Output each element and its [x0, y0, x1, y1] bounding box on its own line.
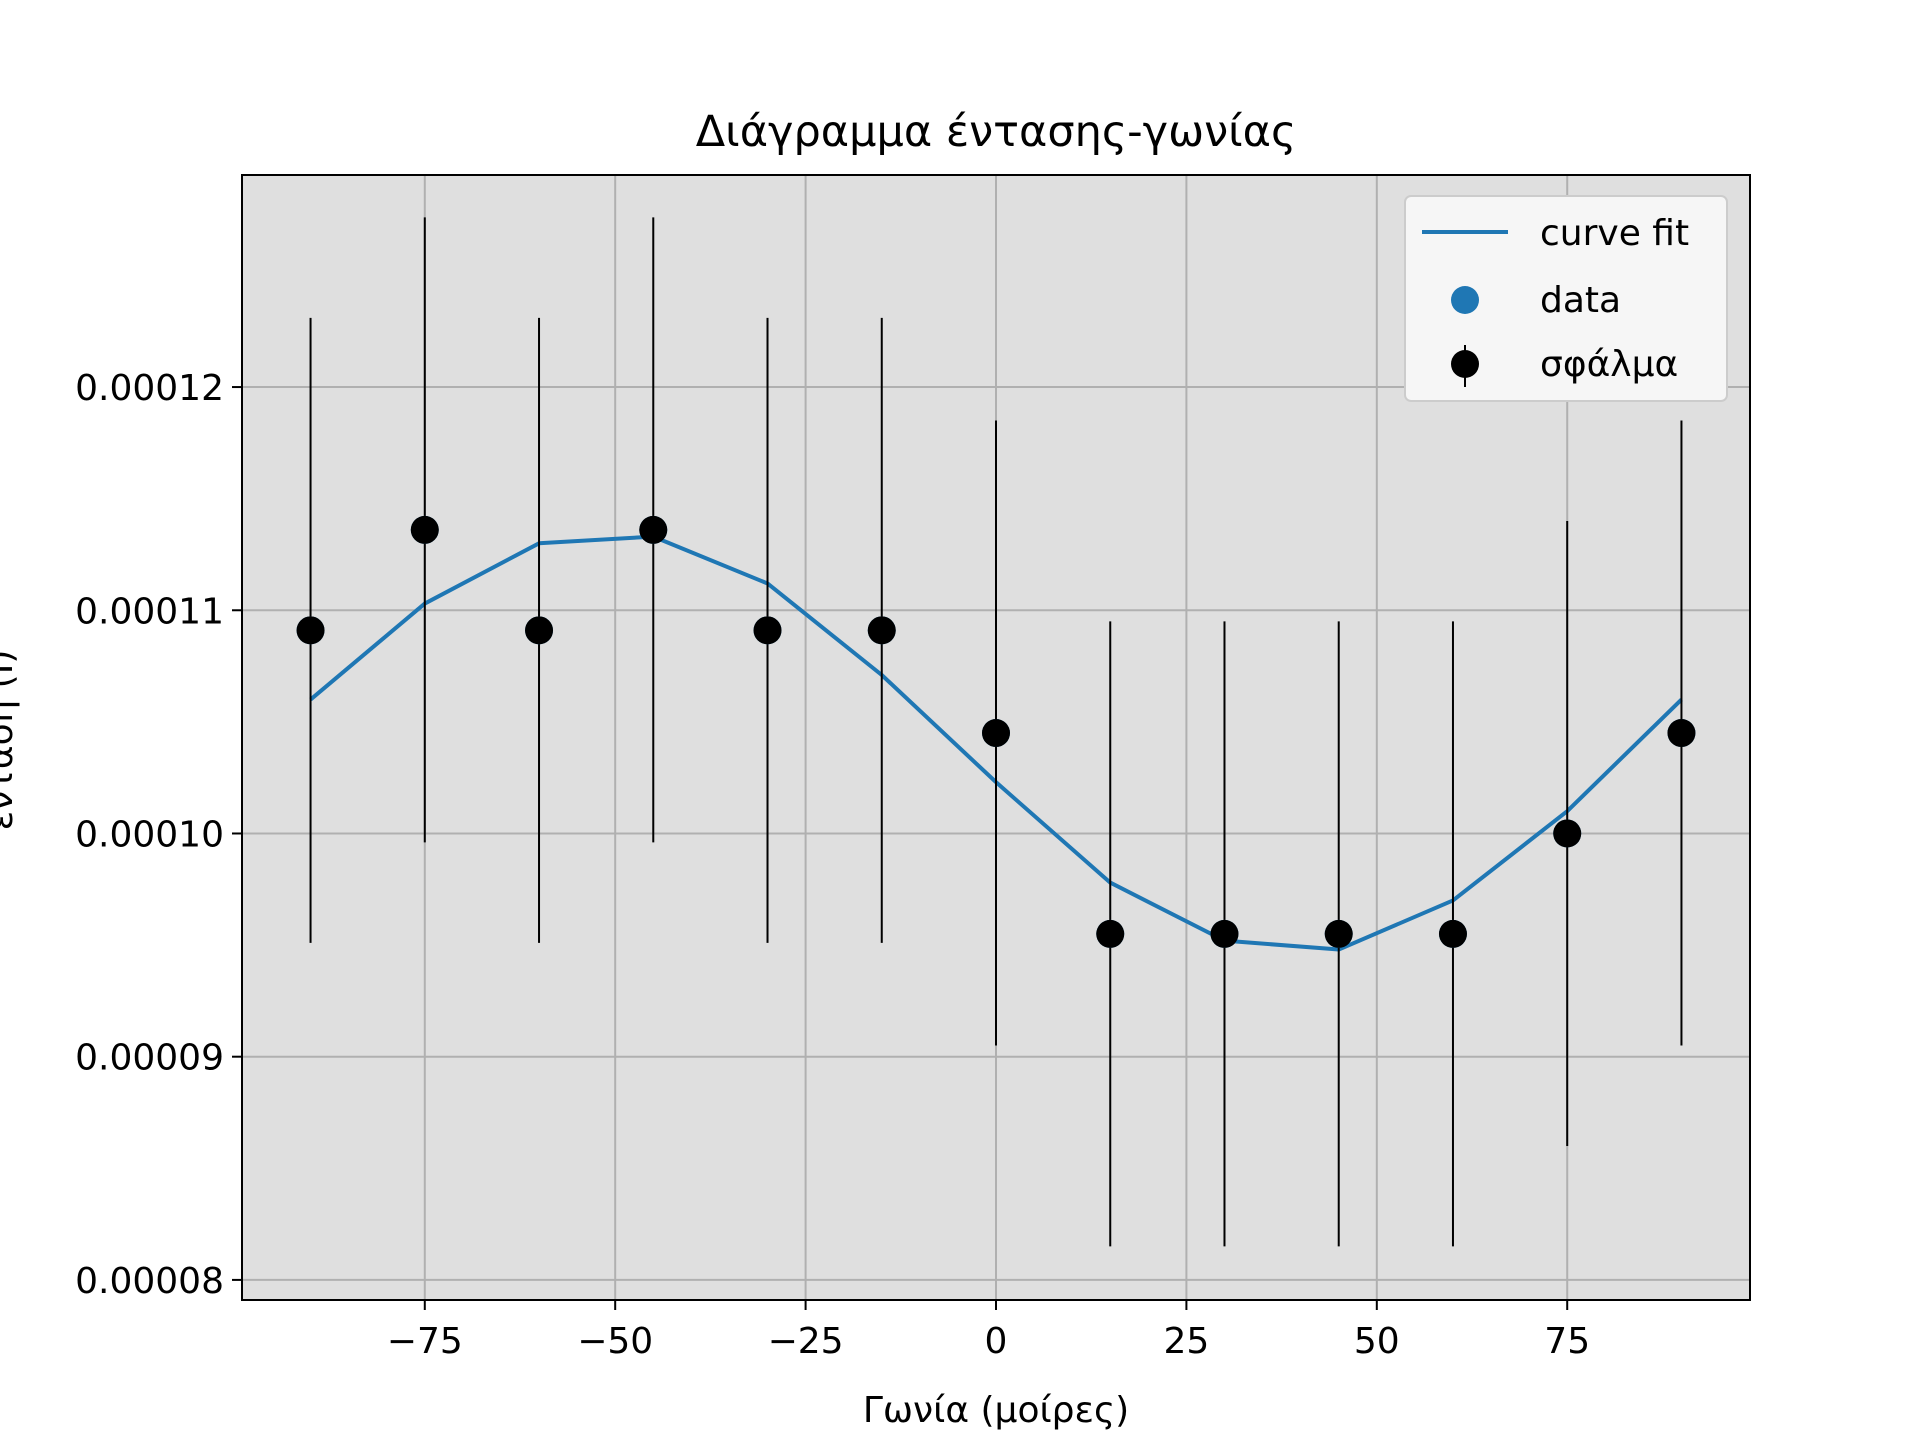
legend-label-curve-fit: curve fit [1540, 213, 1689, 254]
y-tick-label: 0.00010 [75, 814, 224, 855]
y-tick-label: 0.00009 [75, 1038, 224, 1079]
x-axis-ticks: −75 −50 −25 0 25 50 75 [387, 1300, 1590, 1362]
errorbar-marker [639, 515, 668, 544]
errorbar-marker [296, 616, 325, 645]
legend-errorbar-marker [1451, 350, 1479, 378]
x-tick-label: −75 [387, 1321, 463, 1362]
x-tick-label: 25 [1163, 1321, 1209, 1362]
legend-label-data: data [1540, 280, 1621, 321]
errorbar-marker [1096, 919, 1125, 948]
legend-label-error: σφάλμα [1540, 344, 1678, 385]
x-tick-label: 0 [985, 1321, 1008, 1362]
errorbar-marker [525, 616, 554, 645]
x-tick-label: 75 [1544, 1321, 1590, 1362]
y-tick-label: 0.00011 [75, 591, 224, 632]
errorbar-marker [1667, 719, 1696, 748]
errorbar-marker [982, 719, 1010, 748]
errorbar-marker [1553, 819, 1582, 848]
x-tick-label: −25 [768, 1321, 844, 1362]
legend: curve fit data σφάλμα [1404, 195, 1728, 402]
y-tick-label: 0.00008 [75, 1261, 224, 1302]
y-axis-label: ένταση (I) [0, 650, 21, 831]
y-tick-label: 0.00012 [75, 368, 224, 409]
x-tick-label: 50 [1354, 1321, 1400, 1362]
errorbar-marker [867, 616, 896, 645]
x-axis-label: Γωνία (μοίρες) [863, 1390, 1129, 1431]
data-points-layer [296, 515, 1696, 948]
chart-title: Διάγραμμα έντασης-γωνίας [696, 107, 1297, 157]
y-axis-ticks: 0.00008 0.00009 0.00010 0.00011 0.00012 [75, 368, 242, 1302]
errorbar-marker [753, 616, 782, 645]
errorbar-marker [1324, 919, 1353, 948]
errorbar-marker [1210, 919, 1239, 948]
legend-marker-swatch [1451, 286, 1479, 314]
errorbar-marker [410, 515, 439, 544]
legend-box [1404, 195, 1728, 402]
x-tick-label: −50 [577, 1321, 653, 1362]
errorbar-marker [1438, 919, 1467, 948]
